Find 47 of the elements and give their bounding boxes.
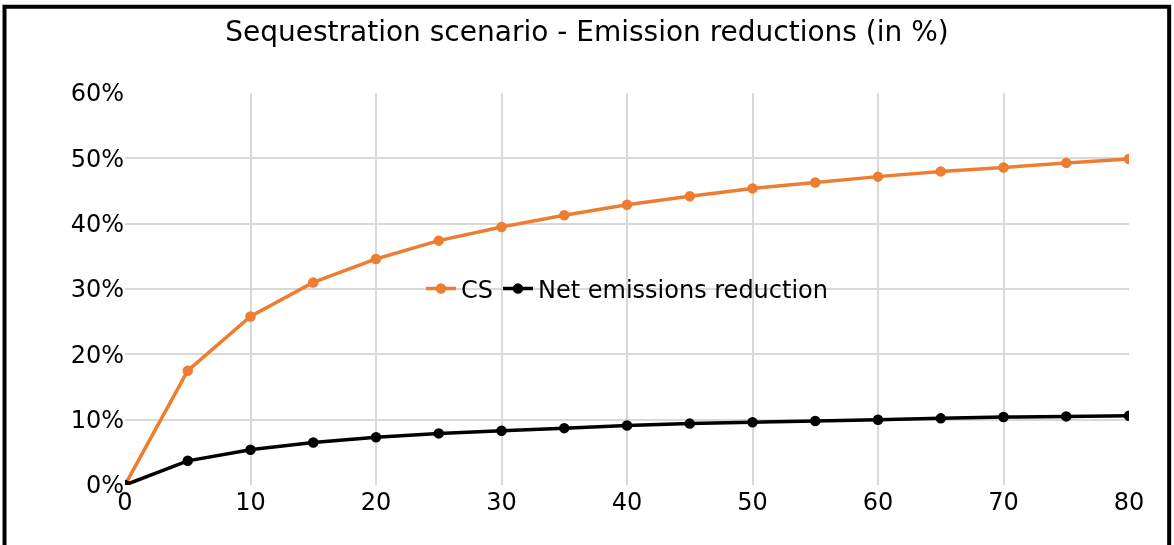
point <box>245 311 256 322</box>
point <box>747 417 758 428</box>
point <box>370 253 382 265</box>
point <box>810 177 821 188</box>
x-tick-label: 50 <box>737 488 768 516</box>
point <box>935 413 946 424</box>
y-tick-label: 10% <box>70 406 124 435</box>
point <box>182 365 193 376</box>
point <box>496 425 507 437</box>
y-tick-label: 50% <box>70 144 124 173</box>
legend-label: Net emissions reduction <box>538 275 828 304</box>
x-tick-label: 10 <box>235 488 266 516</box>
x-tick-label: 60 <box>862 488 894 516</box>
x-tick-label: 30 <box>486 488 517 516</box>
y-tick-label: 20% <box>70 340 124 369</box>
point <box>370 432 382 443</box>
y-tick-label: 30% <box>70 275 124 304</box>
point <box>935 166 946 177</box>
point <box>621 420 633 431</box>
x-tick-label: 70 <box>988 488 1019 516</box>
x-tick-label: 20 <box>360 488 392 516</box>
y-tick-label: 40% <box>70 210 124 239</box>
point <box>559 209 570 221</box>
y-tick-label: 60% <box>70 79 124 108</box>
point <box>1061 157 1072 169</box>
point <box>182 455 193 467</box>
point <box>559 422 570 434</box>
point <box>747 183 758 194</box>
point <box>998 411 1009 423</box>
point <box>684 418 695 429</box>
point <box>621 199 633 210</box>
point <box>998 162 1009 173</box>
point <box>308 437 319 448</box>
point <box>496 221 507 233</box>
point <box>433 235 444 246</box>
x-tick-label: 40 <box>611 488 643 516</box>
point <box>684 190 695 202</box>
point <box>1061 411 1072 422</box>
point <box>872 414 884 425</box>
point <box>433 428 444 439</box>
point <box>810 415 821 427</box>
x-tick-label: 80 <box>1113 488 1145 516</box>
chart-title: Sequestration scenario - Emission reductions (in %) <box>225 15 949 49</box>
point <box>308 277 319 288</box>
legend-label: CS <box>461 275 493 304</box>
point <box>245 444 256 455</box>
point <box>872 171 884 182</box>
